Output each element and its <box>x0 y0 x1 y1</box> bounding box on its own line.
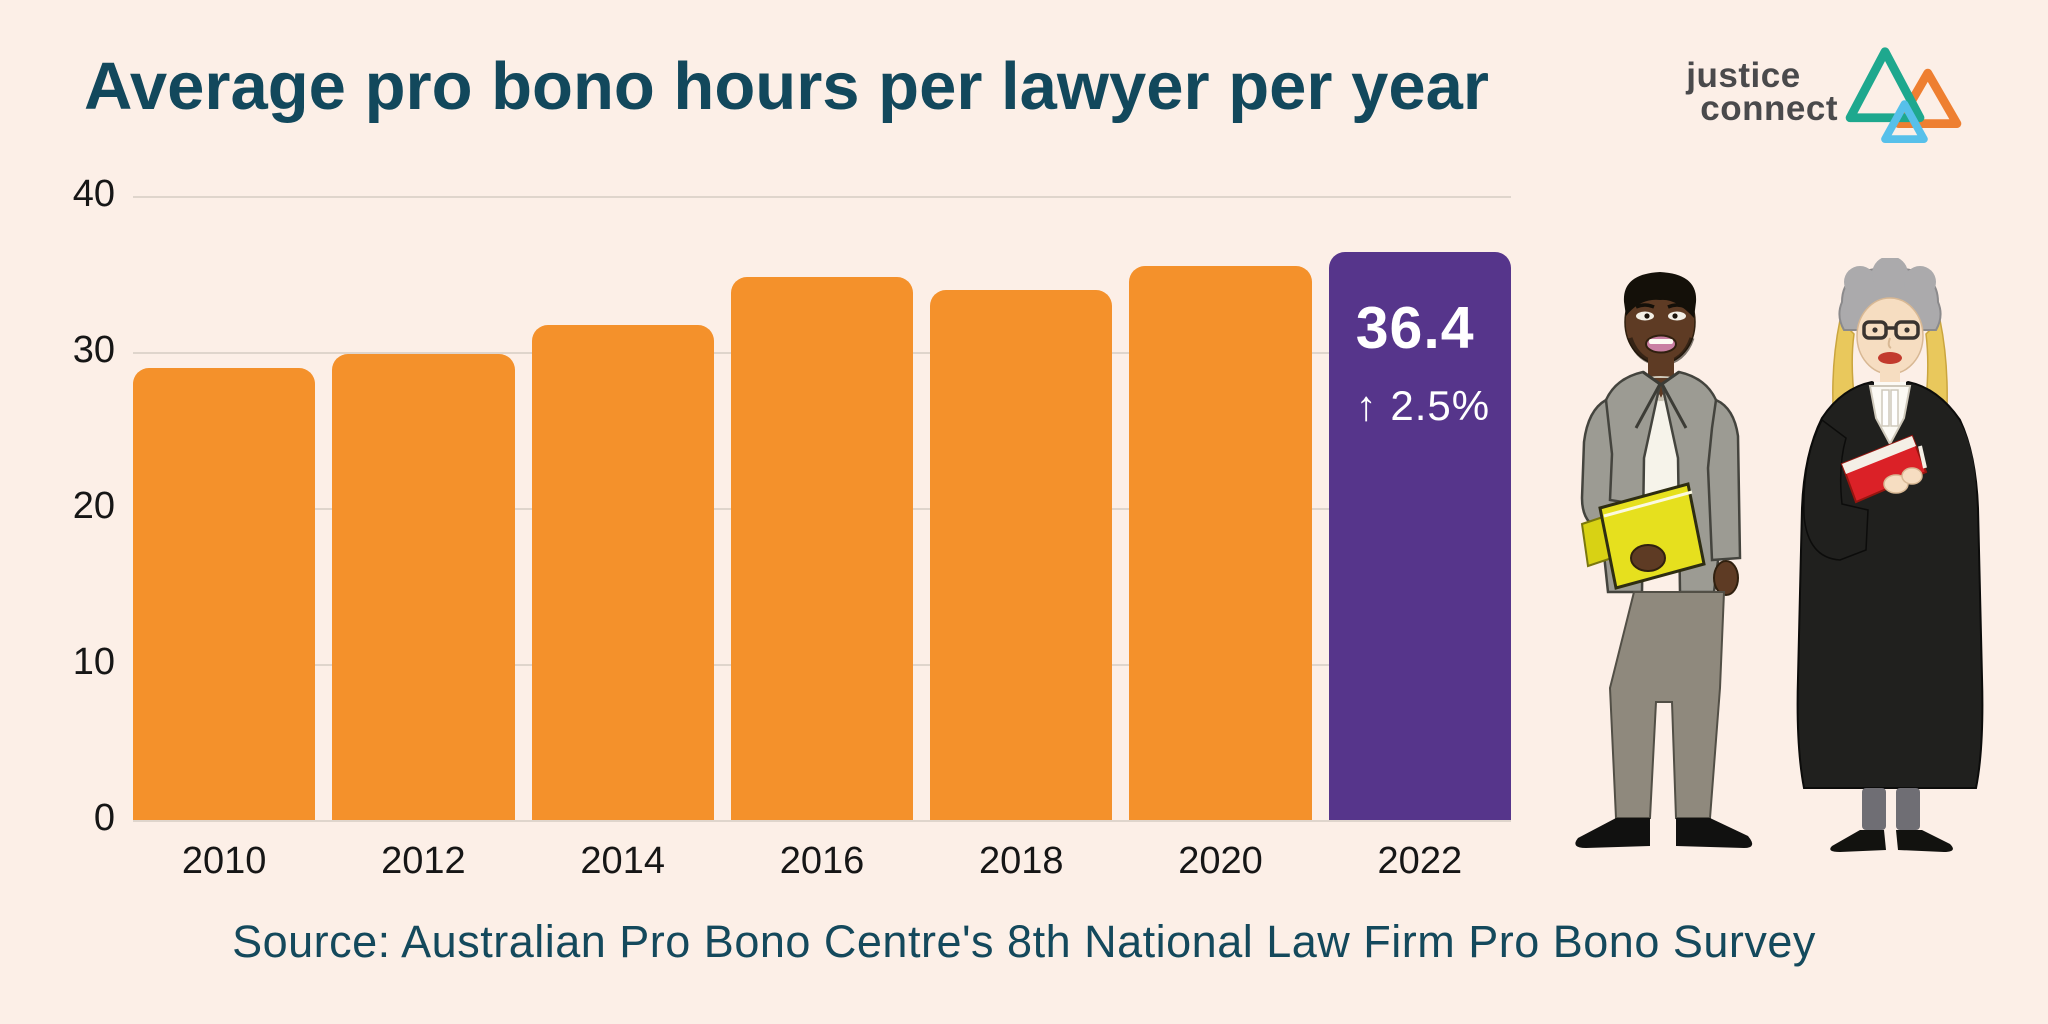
man-right-hand <box>1713 560 1739 596</box>
man-right-sleeve <box>1706 398 1742 562</box>
woman-left-sleeve <box>1803 418 1869 561</box>
x-axis-tick-label: 2016 <box>779 840 865 882</box>
bar-2016 <box>730 277 914 820</box>
woman-jabot <box>1868 385 1912 447</box>
x-axis-tick-label: 2022 <box>1377 840 1463 882</box>
logo-word-connect: connect <box>1700 89 1838 128</box>
y-axis-tick-label: 30 <box>72 328 115 371</box>
woman-left-shoe <box>1830 830 1886 852</box>
justice-connect-logo: justice connect <box>1686 42 1964 144</box>
page-title: Average pro bono hours per lawyer per ye… <box>84 49 1489 124</box>
x-axis-tick-label: 2010 <box>181 840 267 882</box>
bar-2018 <box>930 289 1113 820</box>
bar-2020 <box>1129 266 1312 820</box>
source-caption: Source: Australian Pro Bono Centre's 8th… <box>232 916 1816 967</box>
male-lawyer-figure <box>1575 272 1753 848</box>
man-left-hand <box>1630 544 1666 572</box>
female-barrister-figure <box>1796 258 1984 852</box>
logo-wordmark: justice connect <box>1686 56 1838 128</box>
highlight-change-label: ↑ 2.5% <box>1355 382 1491 430</box>
woman-glasses <box>1862 320 1888 340</box>
x-axis-tick-label: 2018 <box>978 840 1064 882</box>
y-axis-tick-label: 20 <box>72 484 115 527</box>
bar-2010 <box>133 367 316 820</box>
x-axis-tick-label: 2014 <box>580 840 665 882</box>
x-axis-tick-label: 2012 <box>381 840 466 882</box>
man-trousers <box>1608 591 1726 819</box>
y-axis-tick-label: 0 <box>93 796 115 839</box>
x-axis-labels: 2010 2012 2014 2016 2018 2020 2022 <box>133 840 1511 883</box>
highlight-value-label: 36.4 <box>1355 295 1475 362</box>
bar-chart-plot: 40 30 20 10 0 36.4 ↑ 2.5% 2010 2012 2014 2016 2018 2… <box>73 173 1511 882</box>
x-axis-tick-label: 2020 <box>1178 840 1263 882</box>
two-lawyers-illustration <box>1575 258 1984 852</box>
man-hair <box>1623 272 1697 318</box>
man-left-shoe <box>1575 818 1650 848</box>
woman-lips <box>1878 352 1902 364</box>
y-axis-tick-label: 10 <box>72 640 115 683</box>
bar-2014 <box>531 325 714 820</box>
woman-right-sleeve <box>1908 422 1977 559</box>
woman-right-shoe <box>1896 830 1953 852</box>
bar-2012 <box>332 353 515 820</box>
bar-2022: 36.4 ↑ 2.5% <box>1328 252 1511 820</box>
logo-word-justice: justice <box>1686 56 1801 96</box>
man-right-shoe <box>1676 818 1753 848</box>
gridline <box>133 820 1511 822</box>
logo-triangles-icon <box>1845 47 1962 144</box>
red-book <box>1840 434 1928 504</box>
gridline <box>133 196 1511 198</box>
bars-row: 36.4 ↑ 2.5% <box>133 196 1511 820</box>
y-axis-tick-label: 40 <box>72 172 115 215</box>
woman-leg <box>1862 788 1886 830</box>
